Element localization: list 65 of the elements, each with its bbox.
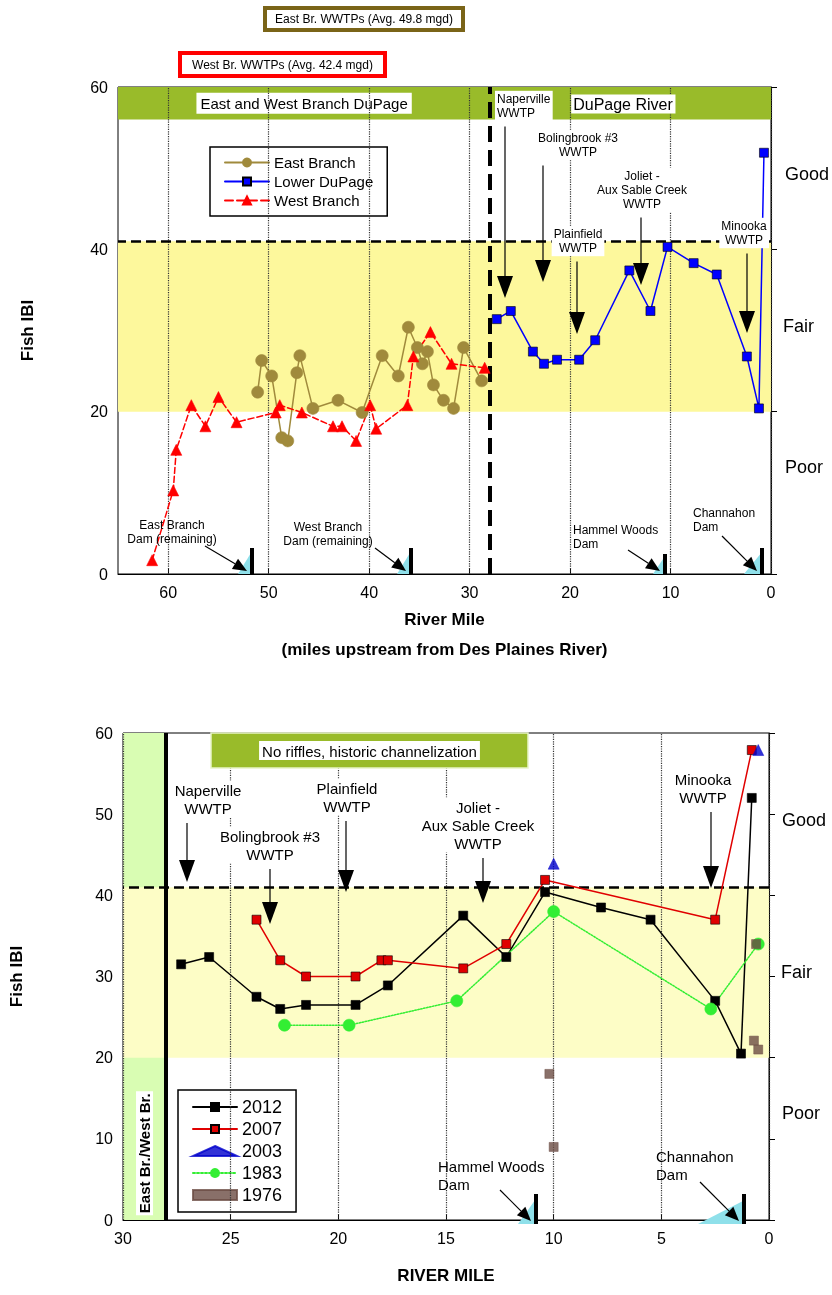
x-tick-label: 30 bbox=[460, 583, 479, 601]
y-tick-label: 10 bbox=[95, 1130, 114, 1148]
legend-label: West Branch bbox=[274, 192, 360, 209]
legend-label: 2007 bbox=[242, 1119, 283, 1139]
annotation: Bolingbrook #3 WWTP bbox=[219, 827, 321, 863]
legend-label: Lower DuPage bbox=[274, 173, 374, 190]
x-tick-label: 5 bbox=[656, 1229, 666, 1247]
annotation: Plainfield WWTP bbox=[316, 779, 378, 815]
annotation: Hammel Woods Dam bbox=[438, 1157, 545, 1193]
annotation: Minooka WWTP bbox=[721, 218, 767, 248]
annotation: East Branch Dam (remaining) bbox=[127, 517, 217, 547]
x-tick-label: 30 bbox=[114, 1229, 132, 1247]
annotation: Plainfield WWTP bbox=[553, 226, 603, 256]
y-tick-label: 20 bbox=[90, 403, 109, 421]
annotation: Joliet - Aux Sable Creek WWTP bbox=[421, 798, 535, 852]
annotation: Naperville WWTP bbox=[174, 781, 242, 817]
x-tick-label: 40 bbox=[360, 583, 379, 601]
band-label: Fair bbox=[781, 962, 812, 983]
y-tick-label: 20 bbox=[95, 1049, 114, 1067]
annotation: Channahon Dam bbox=[693, 505, 756, 535]
y-tick-label: 60 bbox=[95, 724, 114, 742]
x-axis-title: RIVER MILE bbox=[397, 1265, 495, 1285]
y-tick-label: 0 bbox=[104, 1211, 114, 1229]
text: Good bbox=[782, 810, 827, 830]
y-tick-label: 50 bbox=[95, 805, 114, 823]
legend-label: East Branch bbox=[274, 154, 356, 171]
y-axis-title: Fish IBI bbox=[18, 299, 37, 362]
legend-label: 2012 bbox=[242, 1097, 283, 1117]
band-label: East and West Branch DuPage bbox=[200, 94, 408, 112]
annotation: Naperville WWTP bbox=[497, 91, 551, 121]
annotation: West Branch Dam (remaining) bbox=[283, 519, 373, 549]
x-axis-title: River Mile (miles upstream from Des Plaines River) bbox=[281, 610, 608, 660]
annotation: Hammel Woods Dam bbox=[573, 522, 659, 552]
y-tick-label: 30 bbox=[95, 968, 114, 985]
legend-label: 1976 bbox=[242, 1185, 283, 1205]
annotation: Minooka WWTP bbox=[674, 770, 732, 806]
legend-label: 1983 bbox=[242, 1163, 283, 1183]
legend-label: 2003 bbox=[242, 1141, 283, 1161]
x-tick-label: 20 bbox=[561, 583, 580, 601]
band-label: East Br./West Br. bbox=[136, 1093, 154, 1214]
x-tick-label: 25 bbox=[221, 1229, 240, 1247]
annotation: DuPage River bbox=[573, 95, 674, 113]
band-label: Fair bbox=[783, 316, 814, 337]
text: East Br. WWTPs (Avg. 49.8 mgd) bbox=[275, 12, 453, 26]
x-tick-label: 0 bbox=[766, 583, 776, 601]
text: Poor bbox=[782, 1103, 821, 1123]
x-tick-label: 15 bbox=[437, 1229, 455, 1247]
annotation: No riffles, historic channelization bbox=[262, 742, 477, 759]
y-tick-label: 0 bbox=[99, 565, 109, 583]
text: Good bbox=[785, 164, 830, 184]
text: West Br. WWTPs (Avg. 42.4 mgd) bbox=[192, 57, 373, 72]
y-tick-label: 40 bbox=[95, 886, 114, 904]
x-tick-label: 10 bbox=[544, 1229, 563, 1247]
x-tick-label: 20 bbox=[329, 1229, 348, 1247]
x-tick-label: 50 bbox=[259, 583, 278, 601]
text: Poor bbox=[785, 457, 824, 477]
x-tick-label: 60 bbox=[159, 583, 178, 601]
annotation: Bolingbrook #3 WWTP bbox=[537, 130, 619, 160]
y-axis-title: Fish IBI bbox=[7, 945, 26, 1008]
y-tick-label: 60 bbox=[90, 78, 109, 96]
annotation: Joliet - Aux Sable Creek WWTP bbox=[596, 168, 689, 212]
x-tick-label: 10 bbox=[661, 583, 680, 601]
annotation: Channahon Dam bbox=[656, 1147, 734, 1183]
y-tick-label: 40 bbox=[90, 240, 109, 258]
x-tick-label: 0 bbox=[764, 1229, 774, 1247]
